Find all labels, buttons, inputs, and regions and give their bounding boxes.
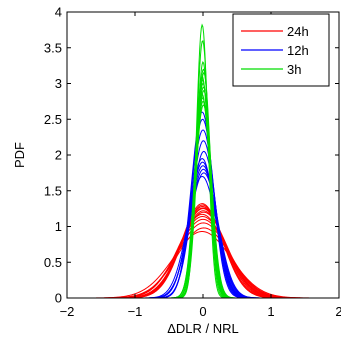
- y-tick-label: 1.5: [44, 183, 62, 198]
- legend-label-24h: 24h: [287, 24, 309, 39]
- legend: 24h 12h 3h: [232, 13, 330, 87]
- x-tick-label: 1: [267, 304, 274, 319]
- y-tick-label: 0.5: [44, 255, 62, 270]
- y-axis-ticks: 0 0.5 1 1.5 2 2.5 3 3.5 4: [44, 5, 339, 306]
- y-tick-label: 0: [55, 291, 62, 306]
- series-24h-curve: [84, 231, 319, 299]
- y-axis-label: PDF: [12, 142, 27, 168]
- y-tick-label: 3: [55, 76, 62, 91]
- y-tick-label: 1: [55, 219, 62, 234]
- y-tick-label: 4: [55, 5, 62, 20]
- legend-label-12h: 12h: [287, 43, 309, 58]
- legend-label-3h: 3h: [287, 62, 301, 77]
- x-axis-ticks: −2 −1 0 1 2: [60, 12, 341, 319]
- y-tick-label: 2.5: [44, 112, 62, 127]
- x-tick-label: −2: [60, 304, 75, 319]
- x-tick-label: 0: [199, 304, 206, 319]
- x-tick-label: 2: [335, 304, 341, 319]
- x-tick-label: −1: [128, 304, 143, 319]
- y-tick-label: 2: [55, 148, 62, 163]
- y-tick-label: 3.5: [44, 40, 62, 55]
- x-axis-label: ΔDLR / NRL: [167, 321, 239, 336]
- series-24h-curve: [84, 227, 319, 299]
